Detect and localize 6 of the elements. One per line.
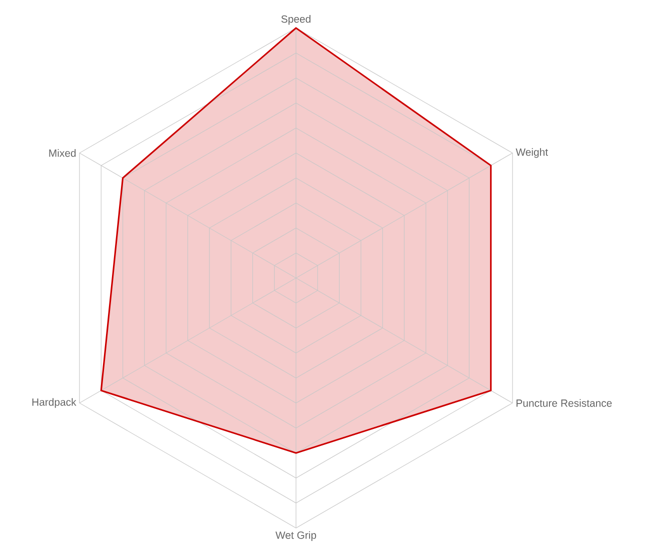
spoke-label: Puncture Resistance xyxy=(516,399,612,407)
spoke-label: Hardpack xyxy=(32,398,76,408)
spoke-label: Wet Grip xyxy=(276,531,316,541)
spoke-label: Weight xyxy=(516,148,548,158)
spoke-label: Speed xyxy=(281,15,310,25)
spoke-label: Mixed xyxy=(49,149,76,157)
